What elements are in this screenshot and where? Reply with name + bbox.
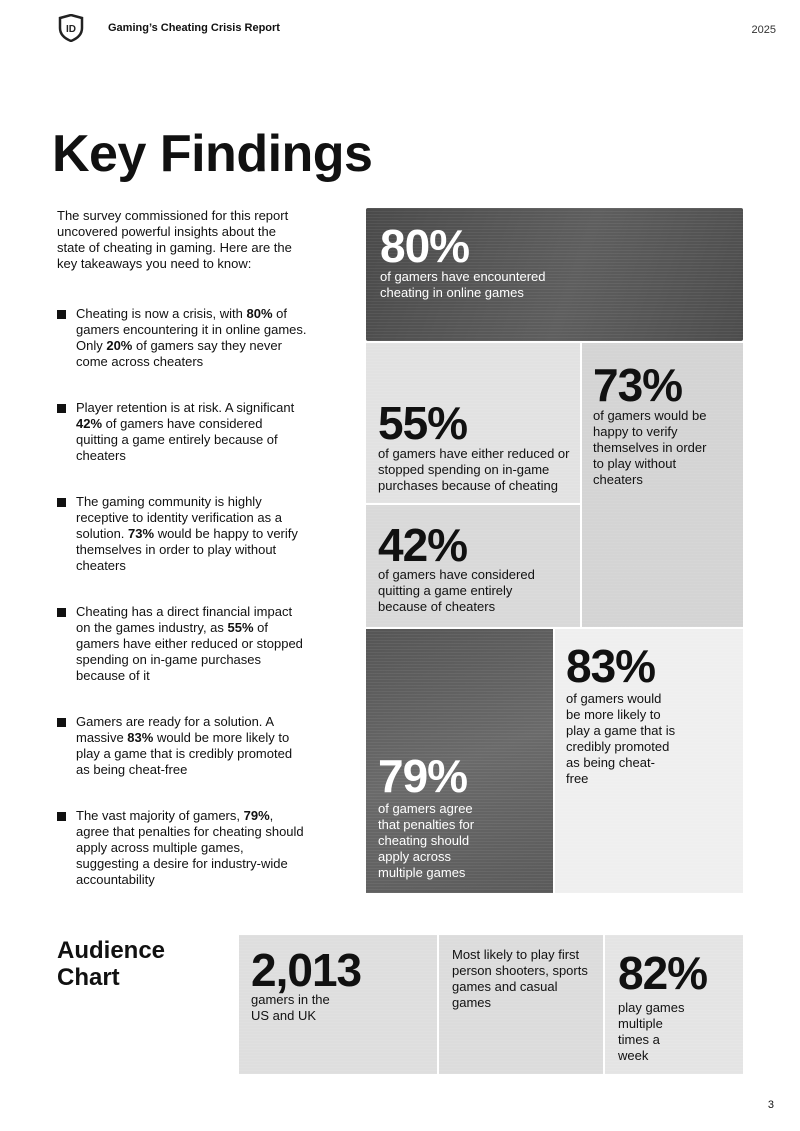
bullet-square-icon — [57, 404, 66, 413]
stat-value: 73% — [593, 359, 683, 411]
bullet-square-icon — [57, 812, 66, 821]
intro-text: The survey commissioned for this report … — [57, 208, 292, 271]
finding-text: The vast majority of gamers, — [76, 808, 244, 823]
stat-caption: of gamers agree that penalties for cheat… — [378, 801, 475, 880]
audience-genres: Most likely to play first person shooter… — [452, 947, 588, 1010]
finding-text: of gamers say they never come across che… — [76, 338, 282, 369]
finding-text: Player retention is at risk. A significa… — [76, 400, 295, 415]
stat-value: 79% — [378, 750, 468, 802]
highlight-stat: 20% — [106, 338, 133, 353]
audience-genres-tile: Most likely to play first person shooter… — [439, 935, 603, 1074]
stat-caption: of gamers have considered quitting a gam… — [378, 567, 535, 614]
highlight-stat: 80% — [246, 306, 273, 321]
finding-text: of gamers have either reduced or stopped… — [76, 620, 303, 683]
audience-count-caption: gamers in the US and UK — [251, 992, 330, 1023]
stat-value: 83% — [566, 640, 656, 692]
audience-frequency-value: 82% — [618, 947, 708, 999]
stat-tile-55: 55% of gamers have either reduced or sto… — [366, 343, 580, 503]
finding-item: Cheating is now a crisis, with 80% of ga… — [57, 306, 307, 370]
stat-value: 42% — [378, 519, 468, 571]
report-title: Gaming’s Cheating Crisis Report — [108, 22, 280, 34]
finding-text: Cheating is now a crisis, with — [76, 306, 247, 321]
stat-caption: of gamers have encountered cheating in o… — [380, 269, 546, 300]
finding-text: of gamers have considered quitting a gam… — [76, 416, 278, 463]
finding-text: , agree that penalties for cheating shou… — [76, 808, 304, 887]
stat-tile-83: 83% of gamers would be more likely to pl… — [555, 629, 743, 893]
finding-text: of gamers encountering it in online game… — [76, 306, 307, 353]
key-findings-list: Cheating is now a crisis, with 80% of ga… — [57, 306, 307, 918]
bullet-square-icon — [57, 608, 66, 617]
bullet-square-icon — [57, 718, 66, 727]
finding-item: Player retention is at risk. A significa… — [57, 400, 307, 464]
page-title: Key Findings — [52, 125, 373, 183]
stat-value: 55% — [378, 397, 468, 449]
finding-item: The gaming community is highly receptive… — [57, 494, 307, 574]
finding-text: Gamers are ready for a solution. A massi… — [76, 714, 274, 745]
bullet-square-icon — [57, 310, 66, 319]
finding-item: Gamers are ready for a solution. A massi… — [57, 714, 307, 778]
audience-frequency-caption: play games multiple times a week — [618, 1000, 685, 1063]
report-year: 2025 — [751, 24, 776, 36]
finding-item: Cheating has a direct financial impact o… — [57, 604, 307, 684]
audience-count-tile: 2,013 gamers in the US and UK — [239, 935, 437, 1074]
audience-count: 2,013 — [251, 944, 362, 996]
highlight-stat: 73% — [128, 526, 155, 541]
finding-text: would be more likely to play a game that… — [76, 730, 293, 777]
bullet-square-icon — [57, 498, 66, 507]
stat-tile-42: 42% of gamers have considered quitting a… — [366, 505, 580, 627]
audience-title: Audience Chart — [57, 937, 166, 991]
finding-text: would be happy to verify themselves in o… — [76, 526, 298, 573]
finding-text: Cheating has a direct financial impact o… — [76, 604, 293, 635]
svg-text:ID: ID — [66, 24, 76, 35]
stat-caption: of gamers would be more likely to play a… — [566, 691, 676, 786]
stat-value: 80% — [380, 220, 470, 272]
stat-tile-79: 79% of gamers agree that penalties for c… — [366, 629, 553, 893]
finding-item: The vast majority of gamers, 79%, agree … — [57, 808, 307, 888]
finding-text: The gaming community is highly receptive… — [76, 494, 282, 541]
stat-caption: of gamers would be happy to verify thems… — [593, 408, 707, 487]
audience-frequency-tile: 82% play games multiple times a week — [605, 935, 743, 1074]
stat-tile-73: 73% of gamers would be happy to verify t… — [582, 343, 743, 627]
highlight-stat: 79% — [243, 808, 270, 823]
highlight-stat: 55% — [227, 620, 254, 635]
highlight-stat: 42% — [76, 416, 103, 431]
stat-caption: of gamers have either reduced or stopped… — [378, 446, 570, 493]
highlight-stat: 83% — [127, 730, 154, 745]
shield-id-logo: ID — [58, 14, 84, 42]
page-number: 3 — [767, 1099, 774, 1111]
stat-tile-80: 80% of gamers have encountered cheating … — [366, 208, 743, 341]
